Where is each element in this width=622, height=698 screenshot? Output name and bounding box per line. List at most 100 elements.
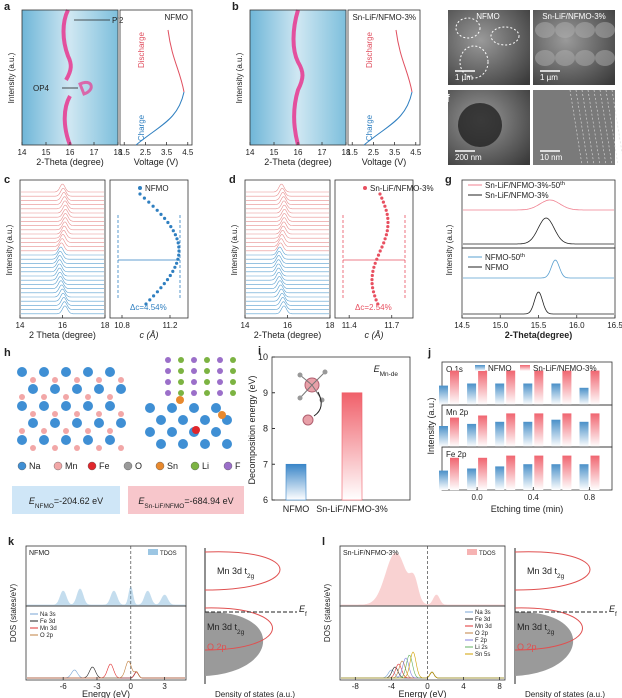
xrd-pattern: [246, 200, 329, 210]
bar: [534, 413, 544, 447]
bar: [478, 415, 488, 447]
bar: [590, 413, 600, 447]
annotation: EMn-de: [374, 364, 399, 378]
plot-frame: [347, 9, 421, 146]
atom: [222, 439, 232, 449]
phase-trace: [61, 9, 73, 82]
lattice-point: [177, 245, 181, 249]
x-tick-label: 15.0: [492, 321, 508, 330]
grain: [535, 22, 555, 38]
atom: [52, 377, 58, 383]
molecule: [297, 372, 303, 378]
scale-label: 1 µm: [540, 73, 558, 82]
x-tick-label: 18: [326, 321, 335, 330]
x-tick-label: 16.5: [607, 321, 622, 330]
bar: [495, 383, 505, 405]
grain: [575, 22, 595, 38]
xrd-pattern: [246, 276, 329, 285]
y-axis-label: Intensity (a.u.): [5, 224, 14, 275]
lattice-point: [381, 200, 385, 204]
x-tick-label: 0.4: [528, 493, 540, 502]
x-axis-label: Energy (eV): [398, 689, 446, 698]
lattice-point: [370, 282, 374, 286]
atom: [191, 390, 197, 396]
legend-label: Sn-LiF/NFMO-3%: [485, 191, 549, 200]
lattice-fringe: [587, 89, 601, 166]
xrd-pattern: [246, 242, 329, 252]
bar: [467, 423, 477, 447]
xrd-pattern: [463, 217, 614, 245]
particle: [458, 103, 502, 147]
bar: [579, 464, 589, 490]
atom: [41, 394, 47, 400]
bar: [579, 387, 589, 405]
lattice-point: [169, 225, 173, 229]
voltage-curve: [395, 29, 413, 93]
x-tick-label: 1.5: [347, 148, 359, 157]
x-tick-label: 17: [318, 148, 327, 157]
xrd-pattern: [21, 209, 104, 218]
bar: [495, 466, 505, 490]
pdos-curve: [341, 669, 504, 679]
text-part: 2g: [557, 573, 565, 580]
atom: [191, 379, 197, 385]
xrd-pattern: [246, 250, 329, 260]
text-part: NFMO: [35, 503, 54, 510]
x-tick-label: 11.7: [384, 321, 400, 330]
lattice-point: [159, 212, 163, 216]
y-axis-label: Intensity (a.u.): [426, 397, 436, 454]
band-fill: [515, 611, 574, 676]
text-part: th: [560, 181, 565, 187]
atom: [72, 418, 82, 428]
xrd-pattern: [21, 234, 104, 243]
atom: [52, 411, 58, 417]
atom: [83, 435, 93, 445]
xrd-pattern: [21, 297, 104, 306]
panel-label: f: [446, 93, 450, 105]
atom: [116, 384, 126, 394]
x-tick-label: 2.5: [140, 148, 152, 157]
x-tick-label: 18: [101, 321, 110, 330]
atom: [204, 368, 210, 374]
x-tick-label: 3.5: [161, 148, 173, 157]
lattice-point: [166, 220, 170, 225]
xrd-pattern: [246, 209, 329, 218]
x-tick-label: -8: [352, 682, 360, 691]
atom: [63, 394, 69, 400]
bar: [439, 426, 448, 447]
xrd-pattern: [463, 199, 614, 211]
molecule: [302, 414, 314, 426]
lattice-point: [171, 229, 175, 233]
text-part: Mn 3d t: [217, 566, 248, 576]
atom: [28, 384, 38, 394]
lattice-point: [385, 212, 389, 216]
bar: [506, 413, 516, 447]
atom: [211, 403, 221, 413]
lattice-point: [175, 237, 179, 241]
atom: [96, 411, 102, 417]
highlight: [459, 45, 489, 79]
energy-label: ENFMO=-204.62 eV: [29, 496, 103, 510]
xrd-pattern: [246, 280, 329, 289]
x-tick-label: 15.5: [531, 321, 547, 330]
pdos-curve: [27, 666, 185, 679]
x-tick-label: 3.5: [389, 148, 401, 157]
legend-label: Li: [202, 461, 209, 471]
lattice-point: [151, 204, 155, 208]
y-axis-label: DOS (states/eV): [9, 584, 18, 643]
legend-marker: [190, 461, 200, 471]
y-tick-label: 7: [263, 459, 268, 469]
scale-label: 200 nm: [455, 153, 482, 162]
atom: [61, 367, 71, 377]
atom: [94, 418, 104, 428]
xrd-pattern: [246, 305, 329, 315]
legend-marker: [155, 461, 165, 471]
xrd-pattern: [246, 234, 329, 243]
x-tick-label: NFMO: [283, 504, 310, 514]
molecule: [322, 369, 328, 375]
voltage-curve: [167, 29, 185, 93]
x-tick-label: 11.4: [342, 321, 358, 330]
text-part: Sn-LiF/NFMO: [144, 503, 184, 510]
heatmap: [22, 10, 118, 145]
voltage-curve: [363, 91, 413, 146]
